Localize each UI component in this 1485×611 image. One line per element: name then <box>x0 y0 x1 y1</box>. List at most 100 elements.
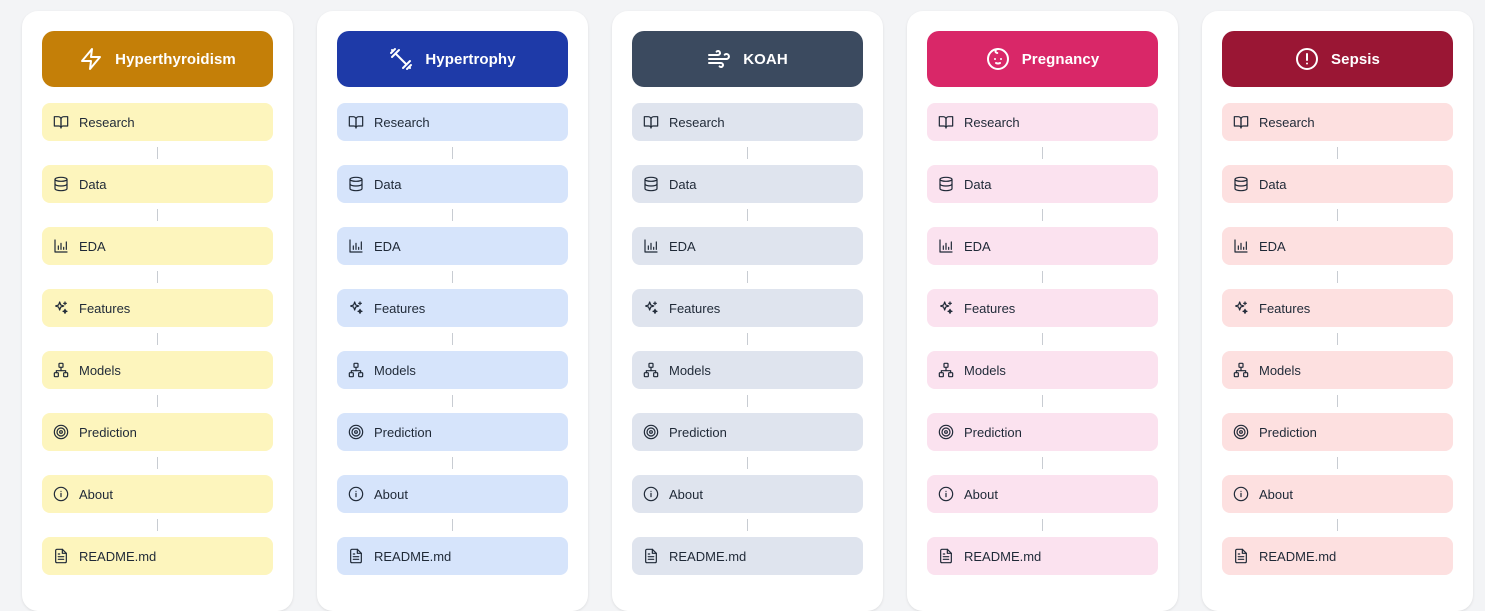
step-connector <box>747 327 748 351</box>
network-icon <box>1233 362 1249 378</box>
file-text-icon <box>348 548 364 564</box>
info-icon <box>938 486 954 502</box>
step-models[interactable]: Models <box>1222 351 1453 389</box>
step-eda[interactable]: EDA <box>337 227 568 265</box>
connector-line <box>157 457 158 469</box>
connector-line <box>1337 457 1338 469</box>
network-icon <box>643 362 659 378</box>
connector-line <box>1337 271 1338 283</box>
step-research[interactable]: Research <box>42 103 273 141</box>
target-icon <box>643 424 659 440</box>
step-connector <box>452 389 453 413</box>
connector-line <box>747 209 748 221</box>
step-about[interactable]: About <box>927 475 1158 513</box>
step-models[interactable]: Models <box>42 351 273 389</box>
step-eda[interactable]: EDA <box>42 227 273 265</box>
step-data[interactable]: Data <box>927 165 1158 203</box>
database-icon <box>938 176 954 192</box>
step-label: README.md <box>374 548 452 564</box>
step-label: Models <box>1259 362 1301 378</box>
step-label: Data <box>669 176 697 192</box>
step-about[interactable]: About <box>42 475 273 513</box>
step-data[interactable]: Data <box>42 165 273 203</box>
step-label: About <box>79 486 113 502</box>
step-research[interactable]: Research <box>632 103 863 141</box>
step-about[interactable]: About <box>1222 475 1453 513</box>
step-label: Models <box>79 362 121 378</box>
connector-line <box>452 395 453 407</box>
step-features[interactable]: Features <box>42 289 273 327</box>
project-header-hypertrophy[interactable]: Hypertrophy <box>337 31 568 87</box>
pipeline-steps: Research Data EDA Features Models Prediction A… <box>927 103 1158 575</box>
bar-chart-icon <box>348 238 364 254</box>
step-label: Features <box>1259 300 1311 316</box>
info-icon <box>348 486 364 502</box>
step-eda[interactable]: EDA <box>927 227 1158 265</box>
step-label: Features <box>374 300 426 316</box>
step-features[interactable]: Features <box>632 289 863 327</box>
connector-line <box>747 333 748 345</box>
sparkles-icon <box>938 300 954 316</box>
step-label: Data <box>374 176 402 192</box>
step-data[interactable]: Data <box>337 165 568 203</box>
step-readme-md[interactable]: README.md <box>927 537 1158 575</box>
project-board: Hyperthyroidism Research Data EDA Features Mo… <box>22 11 1473 611</box>
step-prediction[interactable]: Prediction <box>927 413 1158 451</box>
step-about[interactable]: About <box>337 475 568 513</box>
step-eda[interactable]: EDA <box>632 227 863 265</box>
step-features[interactable]: Features <box>927 289 1158 327</box>
project-header-pregnancy[interactable]: Pregnancy <box>927 31 1158 87</box>
book-open-icon <box>348 114 364 130</box>
connector-line <box>1042 333 1043 345</box>
step-label: Research <box>79 114 135 130</box>
step-connector <box>157 327 158 351</box>
pipeline-steps: Research Data EDA Features Models Prediction A… <box>337 103 568 575</box>
bar-chart-icon <box>643 238 659 254</box>
project-header-sepsis[interactable]: Sepsis <box>1222 31 1453 87</box>
step-prediction[interactable]: Prediction <box>42 413 273 451</box>
step-eda[interactable]: EDA <box>1222 227 1453 265</box>
step-prediction[interactable]: Prediction <box>632 413 863 451</box>
project-header-koah[interactable]: KOAH <box>632 31 863 87</box>
step-research[interactable]: Research <box>927 103 1158 141</box>
step-about[interactable]: About <box>632 475 863 513</box>
step-connector <box>1337 265 1338 289</box>
project-title: Pregnancy <box>1021 50 1100 68</box>
step-models[interactable]: Models <box>927 351 1158 389</box>
step-readme-md[interactable]: README.md <box>632 537 863 575</box>
step-readme-md[interactable]: README.md <box>42 537 273 575</box>
step-connector <box>157 203 158 227</box>
step-models[interactable]: Models <box>337 351 568 389</box>
step-connector <box>452 141 453 165</box>
step-connector <box>747 389 748 413</box>
connector-line <box>1042 457 1043 469</box>
project-title: Sepsis <box>1331 50 1380 68</box>
step-data[interactable]: Data <box>1222 165 1453 203</box>
step-connector <box>452 513 453 537</box>
step-connector <box>1337 513 1338 537</box>
step-label: Research <box>964 114 1020 130</box>
step-connector <box>1042 203 1043 227</box>
step-readme-md[interactable]: README.md <box>1222 537 1453 575</box>
step-label: README.md <box>669 548 747 564</box>
step-features[interactable]: Features <box>1222 289 1453 327</box>
step-readme-md[interactable]: README.md <box>337 537 568 575</box>
step-data[interactable]: Data <box>632 165 863 203</box>
step-models[interactable]: Models <box>632 351 863 389</box>
step-prediction[interactable]: Prediction <box>337 413 568 451</box>
step-label: Features <box>669 300 721 316</box>
step-features[interactable]: Features <box>337 289 568 327</box>
step-label: Prediction <box>1259 424 1317 440</box>
bar-chart-icon <box>53 238 69 254</box>
connector-line <box>452 147 453 159</box>
step-connector <box>157 451 158 475</box>
step-prediction[interactable]: Prediction <box>1222 413 1453 451</box>
step-connector <box>1337 203 1338 227</box>
step-connector <box>1042 141 1043 165</box>
connector-line <box>157 209 158 221</box>
step-connector <box>452 451 453 475</box>
project-header-hyperthyroidism[interactable]: Hyperthyroidism <box>42 31 273 87</box>
step-research[interactable]: Research <box>1222 103 1453 141</box>
step-research[interactable]: Research <box>337 103 568 141</box>
step-connector <box>1337 389 1338 413</box>
